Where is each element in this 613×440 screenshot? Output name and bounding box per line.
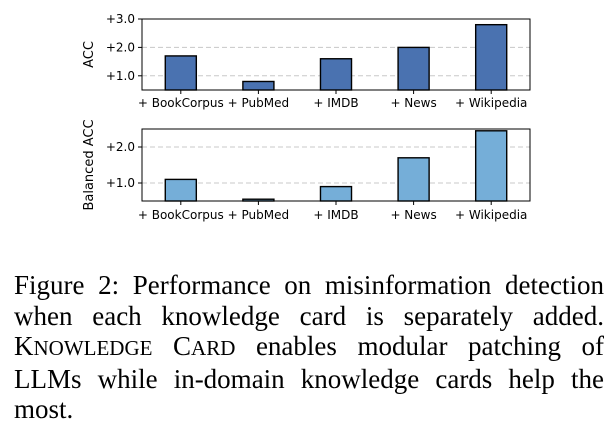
bar (242, 80, 275, 91)
acc-chart-panel: +1.0 +2.0 +3.0 + BookCorpus + PubMed + IMDB + … (82, 12, 531, 110)
caption-label: Figure 2: (14, 270, 120, 300)
x-tick-label: + BookCorpus (138, 208, 224, 222)
figure: +1.0 +2.0 +3.0 + BookCorpus + PubMed + IMDB + … (82, 12, 531, 222)
x-tick-label: + News (390, 96, 436, 110)
bar (397, 157, 430, 202)
y-tick-label: +1.0 (106, 176, 135, 190)
bar (474, 130, 508, 202)
model-name-initial-2: C (173, 331, 192, 361)
x-tick-label: + PubMed (228, 96, 289, 110)
model-name-rest-2: ARD (191, 336, 236, 360)
x-tick-label: + PubMed (228, 208, 289, 222)
x-tick-label: + IMDB (313, 208, 358, 222)
y-tick-label: +2.0 (106, 40, 135, 54)
bar (397, 46, 430, 91)
bar (164, 55, 198, 91)
x-tick-label: + BookCorpus (138, 96, 224, 110)
y-axis-label: ACC (82, 41, 97, 68)
bar (474, 23, 508, 91)
x-tick-label: + Wikipedia (455, 208, 527, 222)
x-tick-label: + News (390, 208, 436, 222)
x-tick-label: + Wikipedia (455, 96, 527, 110)
caption-text-after: enables modular patching of LLMs while i… (14, 331, 605, 424)
bar (319, 58, 353, 91)
y-tick-label: +2.0 (106, 140, 135, 154)
balanced-acc-chart-panel: +1.0 +2.0 + BookCorpus + PubMed + IMDB + News… (82, 119, 531, 222)
model-name: KNOWLEDGE CARD (14, 331, 235, 361)
y-tick-label: +3.0 (106, 12, 135, 26)
figure-caption: Figure 2: Performance on misinformation … (14, 270, 604, 425)
x-tick-label: + IMDB (313, 96, 358, 110)
bar (319, 185, 353, 202)
model-name-initial-1: K (14, 331, 34, 361)
y-axis-label: Balanced ACC (82, 119, 97, 210)
y-tick-label: +1.0 (106, 69, 135, 83)
model-name-rest-1: NOWLEDGE (33, 336, 153, 360)
caption-text-before: Performance on misinformation detection … (14, 270, 604, 331)
bar (164, 178, 198, 202)
